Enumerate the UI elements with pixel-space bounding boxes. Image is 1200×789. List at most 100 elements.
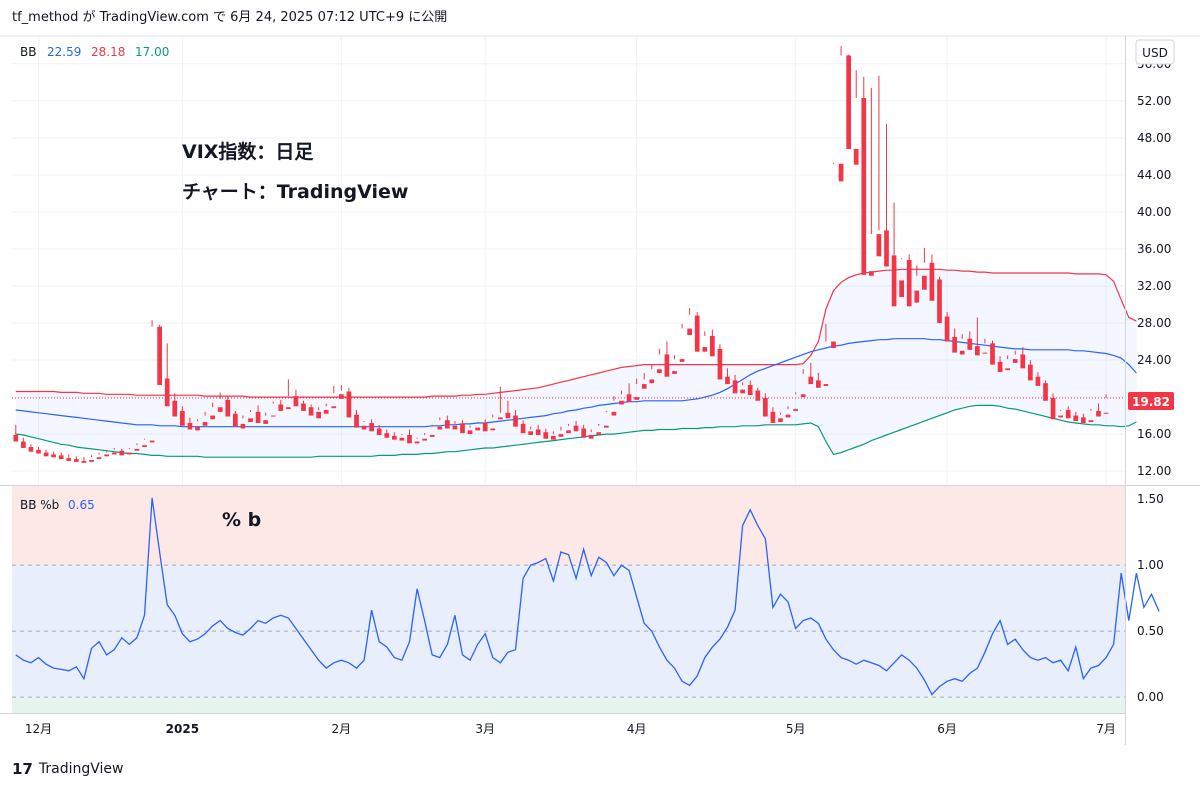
candle-body — [452, 425, 458, 430]
candle-body — [535, 429, 541, 436]
candle-body — [142, 445, 147, 448]
candle-body — [293, 396, 299, 407]
price-tick-label: 44.00 — [1137, 168, 1171, 182]
pb-zone-over — [12, 486, 1125, 566]
candle-body — [81, 460, 87, 463]
candle-body — [528, 431, 533, 436]
candle-body — [66, 458, 72, 461]
candle-body — [475, 427, 480, 431]
candle-body — [1028, 364, 1033, 381]
candle-body — [1012, 359, 1018, 363]
candle-body — [323, 410, 329, 414]
candle-body — [861, 98, 867, 275]
candle-body — [581, 428, 586, 438]
candle-body — [278, 404, 284, 411]
candle-body — [308, 407, 314, 416]
candle-body — [240, 423, 246, 429]
candle-body — [838, 163, 844, 182]
candle-body — [482, 422, 488, 432]
candle-body — [937, 279, 942, 323]
candle-body — [944, 316, 950, 342]
candle-body — [800, 394, 806, 398]
candle-body — [869, 271, 874, 276]
bb-legend-basis: 22.59 — [47, 45, 81, 59]
pb-tick-label: 0.00 — [1137, 690, 1164, 704]
candle-body — [89, 460, 94, 462]
time-tick-label: 6月 — [937, 722, 957, 736]
candle-body — [588, 435, 594, 439]
candle-body — [717, 348, 723, 380]
candle-body — [490, 428, 496, 431]
candle-body — [1081, 417, 1086, 423]
candle-body — [1005, 368, 1010, 371]
candle-body — [164, 378, 170, 407]
time-tick-label: 3月 — [475, 722, 495, 736]
candle-body — [975, 346, 980, 356]
footer-brand[interactable]: 17 TradingView — [12, 760, 123, 778]
candle-body — [982, 352, 988, 354]
pb-pane[interactable] — [12, 486, 1160, 713]
candle-body — [831, 341, 836, 348]
candle-body — [657, 369, 662, 373]
candle-body — [626, 394, 632, 402]
candle-body — [339, 394, 344, 399]
pb-legend-value: 0.65 — [68, 498, 95, 512]
candle-body — [119, 450, 125, 456]
candle-body — [702, 347, 708, 352]
candle-body — [551, 435, 556, 440]
candle-body — [710, 335, 715, 357]
pb-line — [15, 497, 1160, 696]
currency-label: USD — [1142, 46, 1168, 60]
candle-body — [255, 411, 261, 423]
candle-body — [566, 430, 571, 434]
candle-body — [1035, 376, 1041, 386]
candle-body — [376, 428, 382, 436]
candle-body — [543, 432, 549, 439]
time-tick-label: 5月 — [786, 722, 806, 736]
price-tick-label: 32.00 — [1137, 279, 1171, 293]
candle-body — [922, 275, 927, 290]
candle-body — [649, 379, 655, 384]
candle-body — [407, 435, 412, 444]
candle-body — [384, 433, 390, 438]
main-pane[interactable] — [0, 35, 1200, 486]
candle-body — [134, 448, 140, 451]
candle-body — [202, 422, 208, 426]
price-axis[interactable]: 12.0016.0020.0024.0028.0032.0036.0040.00… — [1125, 36, 1172, 745]
pb-tick-label: 1.50 — [1137, 492, 1164, 506]
pb-legend-name: BB %b — [20, 498, 59, 512]
candle-body — [1058, 415, 1063, 418]
price-tick-label: 36.00 — [1137, 242, 1171, 256]
candle-body — [1065, 410, 1071, 419]
price-tick-label: 24.00 — [1137, 353, 1171, 367]
candle-body — [422, 438, 427, 441]
candle-body — [929, 262, 935, 301]
candle-body — [846, 55, 851, 149]
candle-body — [414, 441, 420, 444]
tradingview-logo-icon: 17 — [12, 760, 33, 778]
pb-annotation: % b — [222, 509, 261, 531]
candle-body — [952, 336, 957, 353]
bb-legend-lower: 17.00 — [135, 45, 169, 59]
candle-body — [778, 418, 783, 423]
time-tick-label: 7月 — [1096, 722, 1116, 736]
candle-body — [43, 452, 49, 457]
pb-tick-label: 1.00 — [1137, 558, 1164, 572]
candle-body — [36, 449, 41, 454]
currency-button[interactable] — [1135, 39, 1175, 65]
candle-body — [884, 230, 889, 267]
candle-body — [316, 411, 321, 419]
candle-body — [679, 359, 685, 362]
time-tick-label: 2025 — [166, 722, 199, 736]
last-price-badge — [1128, 392, 1174, 410]
footer-brand-label: TradingView — [38, 761, 124, 777]
candle-body — [1103, 412, 1109, 414]
candle-body — [233, 413, 238, 427]
candle-body — [498, 417, 503, 420]
candle-body — [157, 326, 162, 386]
candle-body — [51, 454, 56, 458]
price-tick-label: 16.00 — [1137, 427, 1171, 441]
time-axis[interactable]: 12月 2025 2月 3月 4月 5月 6月 7月 — [0, 713, 1125, 737]
candle-body — [853, 148, 859, 165]
